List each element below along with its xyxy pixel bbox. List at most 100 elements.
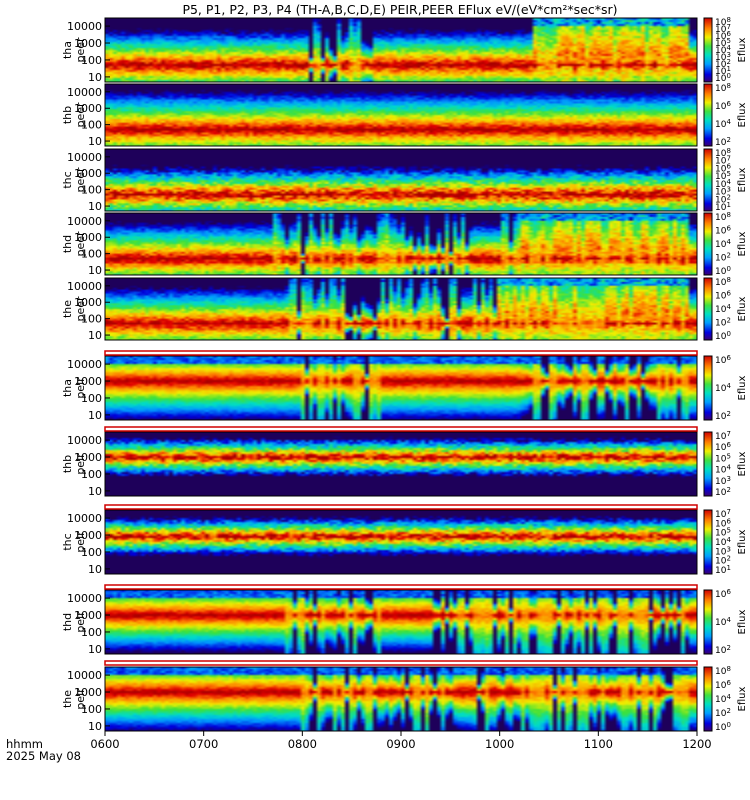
colorbar-tick-label: 103 bbox=[715, 51, 731, 63]
panel-frame bbox=[104, 17, 698, 83]
spectrogram-image bbox=[105, 213, 697, 275]
panel-label-line1: thd bbox=[61, 613, 74, 631]
colorbar-tick-label: 108 bbox=[715, 665, 731, 677]
colorbar-title: Eflux bbox=[737, 102, 748, 127]
colorbar-tick-label: 104 bbox=[715, 464, 731, 476]
x-tick-label: 0900 bbox=[386, 737, 415, 751]
y-tick-label: 1000 bbox=[74, 375, 102, 388]
x-tick-label: 1000 bbox=[485, 737, 514, 751]
y-tick-label: 100 bbox=[81, 184, 102, 197]
colorbar-title: Eflux bbox=[737, 451, 748, 476]
colorbar-tick-label: 102 bbox=[715, 252, 731, 264]
panel-label-line2: peir bbox=[74, 611, 87, 633]
colorbar-tick-label: 104 bbox=[715, 178, 731, 190]
colorbar bbox=[703, 83, 713, 147]
colorbar-tick-label: 102 bbox=[715, 410, 731, 422]
colorbar-tick-label: 100 bbox=[715, 330, 731, 342]
spectrogram-image bbox=[105, 432, 697, 496]
colorbar-tick-label: 106 bbox=[715, 162, 731, 174]
y-tick-label: 1000 bbox=[74, 609, 102, 622]
colorbar-tick-label: 106 bbox=[715, 354, 731, 366]
colorbar-tick-label: 102 bbox=[715, 555, 731, 567]
colorbar-tick-label: 107 bbox=[715, 508, 731, 520]
panel-label-line1: thb bbox=[61, 106, 74, 124]
spectrogram-image bbox=[105, 510, 697, 574]
panel-label-line2: peir bbox=[74, 453, 87, 475]
y-tick-label: 10 bbox=[88, 264, 102, 277]
colorbar-tick-label: 102 bbox=[715, 136, 731, 148]
y-tick-label: 10 bbox=[88, 485, 102, 498]
y-tick-label: 1000 bbox=[74, 102, 102, 115]
colorbar bbox=[703, 277, 713, 341]
panel-label-line2: peer bbox=[74, 167, 87, 193]
panel-label-line2: peir bbox=[74, 531, 87, 553]
colorbar-tick-label: 108 bbox=[715, 16, 731, 28]
spectrogram-image bbox=[105, 149, 697, 211]
y-tick-label: 100 bbox=[81, 248, 102, 261]
panel-frame bbox=[104, 277, 698, 341]
colorbar-tick-label: 100 bbox=[715, 721, 731, 733]
flag-strip-bar bbox=[104, 660, 698, 666]
colorbar-title: Eflux bbox=[737, 375, 748, 400]
panel-label-line2: peer bbox=[74, 296, 87, 322]
y-tick-label: 10000 bbox=[67, 215, 102, 228]
flag-strip bbox=[104, 426, 698, 432]
y-tick-label: 10000 bbox=[67, 280, 102, 293]
colorbar-tick-label: 106 bbox=[715, 517, 731, 529]
colorbar-tick-label: 106 bbox=[715, 30, 731, 42]
colorbar-tick-label: 104 bbox=[715, 44, 731, 56]
panel-frame bbox=[104, 355, 698, 421]
spectrogram-image bbox=[105, 590, 697, 654]
flag-strip bbox=[104, 584, 698, 590]
panel-frame bbox=[104, 509, 698, 575]
panel-label-line1: thb bbox=[61, 455, 74, 473]
colorbar-tick-label: 102 bbox=[715, 644, 731, 656]
colorbar-tick-label: 105 bbox=[715, 37, 731, 49]
x-tick-label: 1200 bbox=[682, 737, 711, 751]
colorbar bbox=[703, 509, 713, 575]
y-tick-label: 100 bbox=[81, 626, 102, 639]
y-tick-label: 100 bbox=[81, 392, 102, 405]
colorbar-tick-label: 104 bbox=[715, 536, 731, 548]
panel-label-line1: thc bbox=[61, 533, 74, 550]
y-tick-label: 10000 bbox=[67, 358, 102, 371]
y-tick-label: 10000 bbox=[67, 512, 102, 525]
colorbar-tick-label: 106 bbox=[715, 441, 731, 453]
x-tick-label: 0600 bbox=[90, 737, 119, 751]
colorbar-tick-label: 101 bbox=[715, 201, 731, 213]
colorbar-title: Eflux bbox=[737, 686, 748, 711]
flag-strip bbox=[104, 660, 698, 666]
panel-tha-peir: 10000 1000 100 10 tha peir 106 104 102 Eflux bbox=[61, 354, 748, 422]
colorbar-tick-label: 108 bbox=[715, 276, 731, 288]
x-tick-label: 0700 bbox=[189, 737, 218, 751]
panel-frame bbox=[104, 83, 698, 147]
colorbar-tick-label: 104 bbox=[715, 303, 731, 315]
panel-frame bbox=[104, 148, 698, 212]
flag-strip bbox=[104, 504, 698, 510]
colorbar-tick-label: 105 bbox=[715, 170, 731, 182]
colorbar-tick-label: 108 bbox=[715, 147, 731, 159]
x-axis: 0600 0700 0800 0900 1000 1100 1200 bbox=[90, 731, 712, 751]
colorbar bbox=[703, 17, 713, 83]
y-tick-label: 1000 bbox=[74, 296, 102, 309]
panel-label-line1: tha bbox=[61, 41, 74, 59]
colorbar-tick-label: 102 bbox=[715, 707, 731, 719]
spectrogram-image bbox=[105, 356, 697, 420]
x-axis-label: hhmm bbox=[6, 737, 43, 751]
y-tick-label: 10 bbox=[88, 71, 102, 84]
y-tick-label: 1000 bbox=[74, 529, 102, 542]
x-tick-label: 1100 bbox=[584, 737, 613, 751]
y-tick-label: 10 bbox=[88, 720, 102, 733]
panel-label-line2: peer bbox=[74, 37, 87, 63]
y-tick-label: 10000 bbox=[67, 86, 102, 99]
colorbar-tick-label: 103 bbox=[715, 186, 731, 198]
flag-strip bbox=[104, 350, 698, 356]
y-tick-label: 10 bbox=[88, 200, 102, 213]
y-tick-label: 100 bbox=[81, 119, 102, 132]
panel-label-line1: the bbox=[61, 300, 74, 318]
y-tick-label: 10 bbox=[88, 135, 102, 148]
